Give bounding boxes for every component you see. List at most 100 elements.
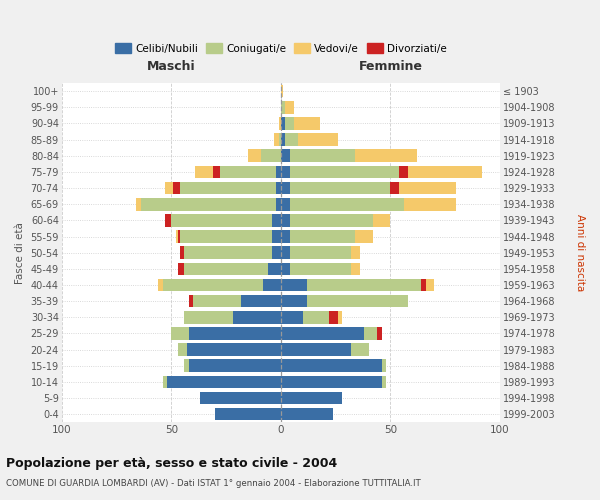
Bar bbox=[281, 327, 364, 340]
Bar bbox=[281, 230, 290, 243]
Bar bbox=[184, 311, 233, 324]
Bar bbox=[213, 166, 220, 178]
Bar bbox=[281, 295, 307, 308]
Bar bbox=[180, 182, 277, 194]
Bar bbox=[248, 150, 261, 162]
Bar bbox=[290, 230, 355, 243]
Bar bbox=[285, 101, 294, 114]
Bar bbox=[399, 166, 408, 178]
Bar bbox=[171, 214, 272, 226]
Bar bbox=[189, 327, 281, 340]
Bar bbox=[281, 182, 290, 194]
Y-axis label: Anni di nascita: Anni di nascita bbox=[575, 214, 585, 292]
Bar bbox=[329, 311, 338, 324]
Bar bbox=[281, 311, 303, 324]
Bar bbox=[178, 230, 180, 243]
Bar bbox=[355, 150, 417, 162]
Bar bbox=[140, 198, 277, 210]
Bar bbox=[173, 182, 180, 194]
Bar bbox=[272, 214, 281, 226]
Bar bbox=[298, 134, 338, 146]
Bar bbox=[176, 230, 178, 243]
Bar bbox=[290, 166, 399, 178]
Bar bbox=[391, 182, 399, 194]
Bar bbox=[171, 327, 189, 340]
Bar bbox=[272, 246, 281, 259]
Bar bbox=[290, 262, 351, 275]
Bar bbox=[351, 262, 360, 275]
Text: Femmine: Femmine bbox=[358, 60, 422, 74]
Bar bbox=[290, 150, 355, 162]
Bar bbox=[281, 198, 290, 210]
Bar bbox=[281, 392, 342, 404]
Bar bbox=[263, 278, 281, 291]
Bar bbox=[290, 182, 391, 194]
Bar bbox=[178, 262, 184, 275]
Bar bbox=[281, 262, 290, 275]
Bar bbox=[281, 360, 382, 372]
Bar bbox=[281, 134, 285, 146]
Bar bbox=[281, 166, 290, 178]
Y-axis label: Fasce di età: Fasce di età bbox=[15, 222, 25, 284]
Bar bbox=[290, 198, 404, 210]
Bar bbox=[377, 327, 382, 340]
Bar bbox=[261, 150, 281, 162]
Bar bbox=[408, 166, 482, 178]
Bar bbox=[303, 311, 329, 324]
Bar bbox=[285, 117, 294, 130]
Bar bbox=[421, 278, 425, 291]
Bar bbox=[184, 360, 189, 372]
Bar bbox=[281, 101, 285, 114]
Bar bbox=[274, 134, 278, 146]
Text: COMUNE DI GUARDIA LOMBARDI (AV) - Dati ISTAT 1° gennaio 2004 - Elaborazione TUTT: COMUNE DI GUARDIA LOMBARDI (AV) - Dati I… bbox=[6, 479, 421, 488]
Bar bbox=[272, 230, 281, 243]
Bar bbox=[189, 360, 281, 372]
Bar bbox=[307, 295, 408, 308]
Bar bbox=[281, 408, 334, 420]
Bar bbox=[241, 295, 281, 308]
Bar bbox=[281, 246, 290, 259]
Bar bbox=[189, 295, 193, 308]
Bar bbox=[167, 376, 281, 388]
Bar bbox=[399, 182, 456, 194]
Bar bbox=[307, 278, 421, 291]
Bar bbox=[180, 230, 272, 243]
Bar bbox=[180, 246, 184, 259]
Text: Maschi: Maschi bbox=[147, 60, 196, 74]
Bar bbox=[268, 262, 281, 275]
Bar bbox=[382, 376, 386, 388]
Bar bbox=[355, 230, 373, 243]
Bar bbox=[277, 198, 281, 210]
Bar bbox=[351, 344, 368, 356]
Bar bbox=[277, 182, 281, 194]
Bar bbox=[281, 150, 290, 162]
Bar bbox=[165, 214, 171, 226]
Bar bbox=[281, 85, 283, 98]
Text: Popolazione per età, sesso e stato civile - 2004: Popolazione per età, sesso e stato civil… bbox=[6, 458, 337, 470]
Bar bbox=[196, 166, 213, 178]
Bar bbox=[193, 295, 241, 308]
Bar bbox=[281, 214, 290, 226]
Bar bbox=[281, 278, 307, 291]
Bar bbox=[425, 278, 434, 291]
Bar bbox=[364, 327, 377, 340]
Bar bbox=[136, 198, 140, 210]
Bar bbox=[184, 262, 268, 275]
Bar bbox=[278, 117, 281, 130]
Bar bbox=[290, 214, 373, 226]
Bar bbox=[278, 134, 281, 146]
Bar bbox=[163, 376, 167, 388]
Bar bbox=[285, 134, 298, 146]
Bar bbox=[338, 311, 342, 324]
Bar bbox=[215, 408, 281, 420]
Bar bbox=[294, 117, 320, 130]
Bar bbox=[281, 376, 382, 388]
Bar bbox=[178, 344, 187, 356]
Bar bbox=[277, 166, 281, 178]
Bar bbox=[281, 344, 351, 356]
Bar bbox=[163, 278, 263, 291]
Bar bbox=[351, 246, 360, 259]
Bar bbox=[220, 166, 277, 178]
Bar bbox=[233, 311, 281, 324]
Bar bbox=[184, 246, 272, 259]
